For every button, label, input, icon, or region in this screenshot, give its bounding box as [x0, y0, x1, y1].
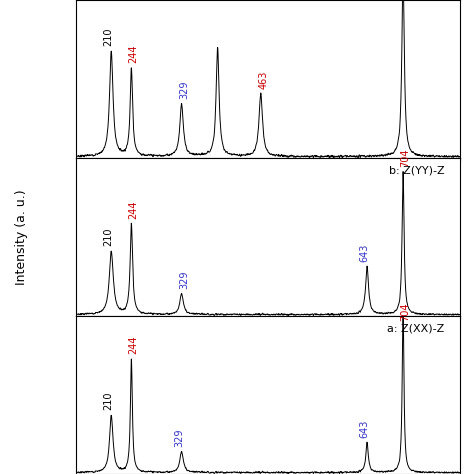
Text: 210: 210: [103, 228, 113, 246]
Text: 244: 244: [129, 201, 139, 219]
Text: 244: 244: [129, 45, 139, 64]
Text: 643: 643: [359, 243, 369, 262]
Text: 329: 329: [175, 428, 185, 447]
Text: a: Z(XX)-Z: a: Z(XX)-Z: [387, 324, 445, 334]
Text: Intensity (a. u.): Intensity (a. u.): [15, 189, 28, 285]
Text: 210: 210: [103, 27, 113, 46]
Text: 463: 463: [258, 70, 268, 89]
Text: 244: 244: [129, 336, 139, 355]
Text: 210: 210: [103, 392, 113, 410]
Text: 643: 643: [359, 419, 369, 438]
Text: 329: 329: [179, 80, 189, 99]
Text: 704: 704: [401, 302, 410, 321]
Text: 329: 329: [179, 270, 189, 289]
Text: b: Z(YY)-Z: b: Z(YY)-Z: [389, 166, 445, 176]
Text: 704: 704: [401, 148, 410, 167]
